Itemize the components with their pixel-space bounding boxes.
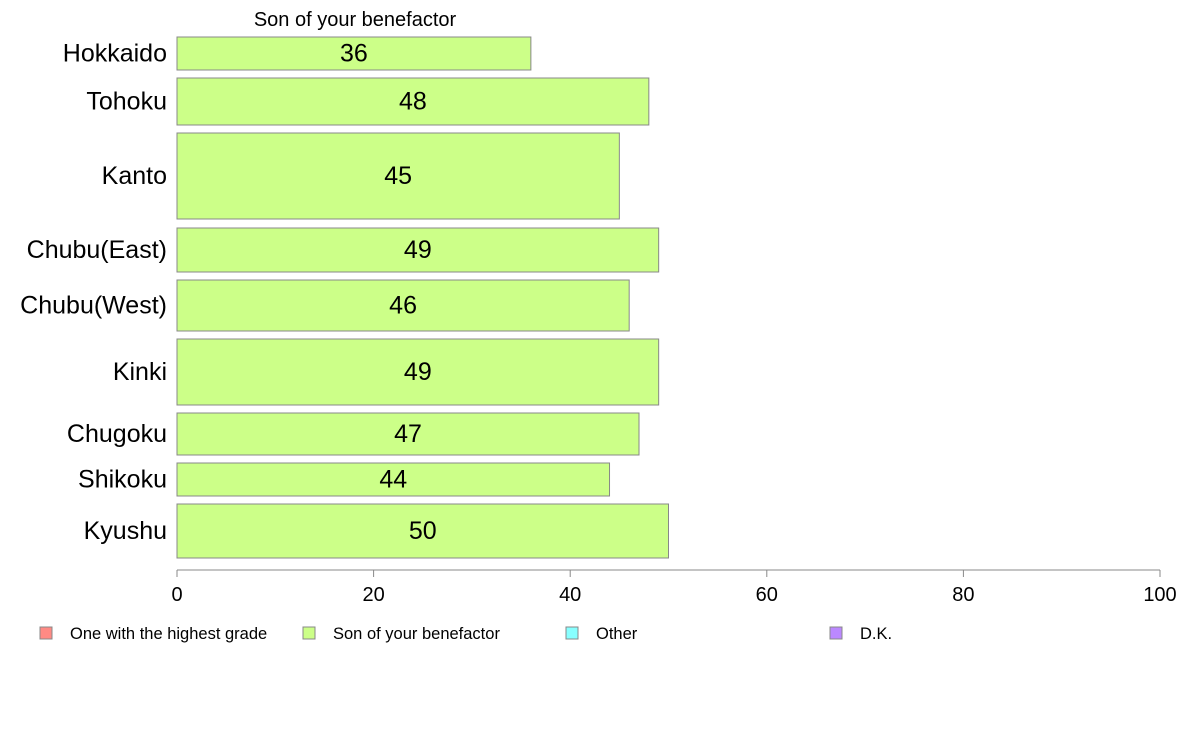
bar: [176, 279, 630, 332]
category-label: Hokkaido: [63, 40, 167, 68]
data-label: 45: [384, 162, 412, 190]
legend-label: One with the highest grade: [70, 625, 267, 643]
category-label: Kanto: [102, 162, 167, 190]
x-tick-label: 60: [756, 584, 778, 606]
bar: [176, 77, 650, 126]
x-tick-label: 40: [559, 584, 581, 606]
bar: [176, 412, 640, 456]
bar: [176, 36, 532, 71]
data-label: 44: [379, 466, 407, 494]
legend-label: Son of your benefactor: [333, 625, 500, 643]
category-label: Kinki: [113, 358, 167, 386]
data-label: 47: [394, 420, 422, 448]
bar: [176, 462, 611, 497]
category-label: Kyushu: [84, 517, 167, 545]
legend: One with the highest grade Son of your be…: [39, 625, 892, 643]
data-label: 48: [399, 88, 427, 116]
category-label: Chugoku: [67, 420, 167, 448]
bar: [176, 227, 660, 273]
legend-swatch: [565, 626, 579, 640]
category-label: Tohoku: [86, 88, 167, 116]
bar: [176, 338, 660, 406]
legend-label: D.K.: [860, 625, 892, 643]
data-label: 46: [389, 292, 417, 320]
data-label: 50: [409, 517, 437, 545]
x-axis: 0 20 40 60 80 100: [171, 569, 1177, 606]
x-tick-label: 20: [362, 584, 384, 606]
x-tick-label: 100: [1143, 584, 1176, 606]
chart-title: Son of your benefactor: [254, 9, 457, 31]
legend-swatch: [302, 626, 316, 640]
category-label: Chubu(West): [20, 292, 167, 320]
category-label: Chubu(East): [27, 236, 167, 264]
legend-label: Other: [596, 625, 638, 643]
category-label: Shikoku: [78, 466, 167, 494]
data-label: 49: [404, 236, 432, 264]
x-tick-label: 80: [952, 584, 974, 606]
data-label: 49: [404, 358, 432, 386]
bars-layer: Hokkaido 36 Tohoku 48 Kanto 45 Chubu(East) 49 Ch…: [20, 36, 669, 559]
legend-swatch: [829, 626, 843, 640]
bar: [176, 503, 669, 559]
data-label: 36: [340, 40, 368, 68]
legend-swatch: [39, 626, 53, 640]
x-tick-label: 0: [171, 584, 182, 606]
bar: [176, 132, 620, 220]
